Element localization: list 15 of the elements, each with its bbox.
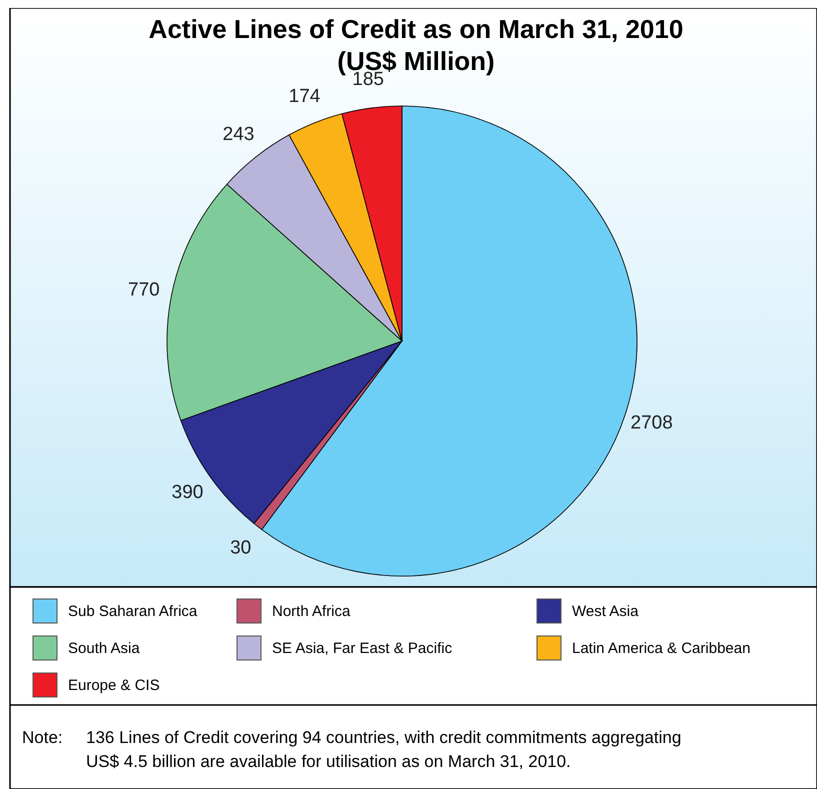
legend-label: South Asia — [68, 640, 140, 657]
legend-label: Sub Saharan Africa — [68, 602, 198, 620]
legend-label: Latin America & Caribbean — [572, 640, 750, 657]
data-label: 174 — [288, 86, 321, 107]
legend-label: North Africa — [272, 602, 352, 620]
data-label: 2708 — [630, 412, 673, 434]
data-label: 390 — [172, 482, 204, 504]
text: Note: 136 Lines of Credit covering 94 countries, with credit commitments aggregating US$ 4.5 billion are available for utilisation as on March 31, 2010. — [22, 728, 682, 771]
legend-label: West Asia — [572, 602, 640, 620]
data-label: 243 — [222, 124, 254, 146]
data-label: 770 — [128, 280, 160, 301]
data-label: 30 — [230, 538, 252, 559]
legend-label: Europe & CIS — [68, 676, 160, 694]
chart-title: Active Lines of Credit as on March 31, 2010 — [148, 14, 684, 44]
legend-label: SE Asia, Far East & Pacific — [272, 640, 453, 657]
